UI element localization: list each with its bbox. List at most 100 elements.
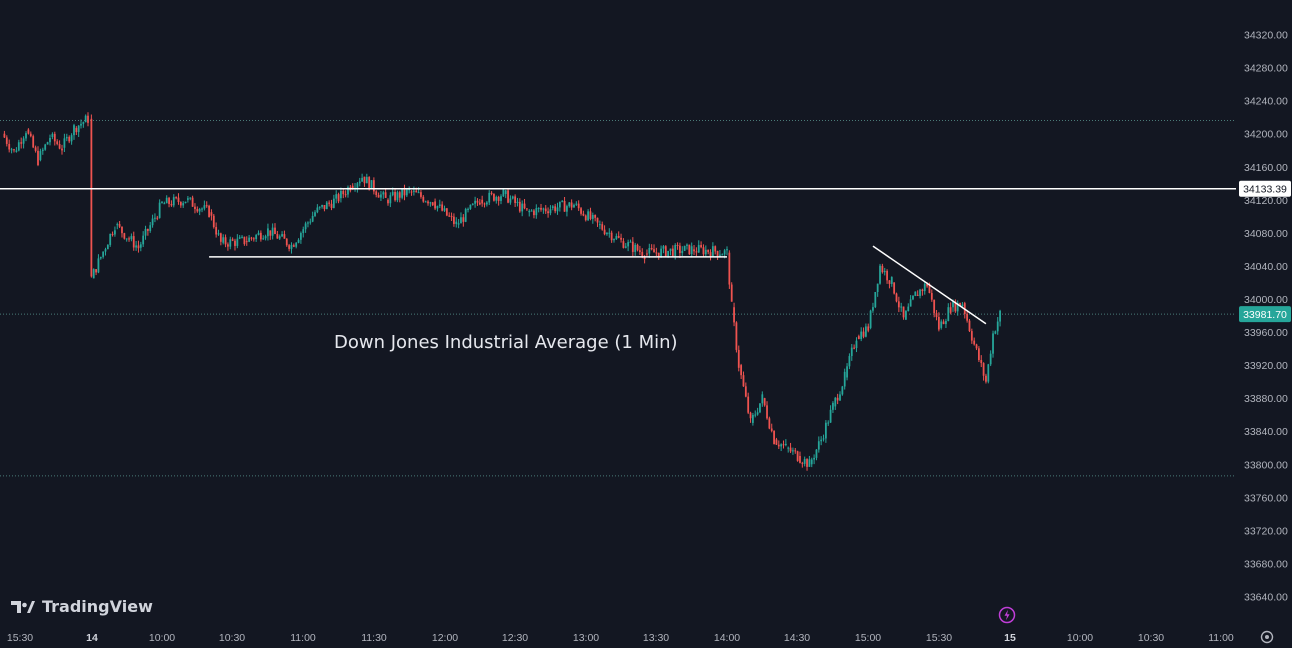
tradingview-brand[interactable]: TradingView (10, 597, 153, 616)
candle-body (827, 422, 830, 424)
candle-body (935, 313, 938, 317)
candle-body (895, 293, 898, 302)
candle-body (212, 215, 215, 228)
candle-body (836, 397, 839, 401)
candle-body (142, 235, 145, 245)
candle-body (544, 208, 547, 212)
candle-body (773, 430, 775, 444)
candle-body (316, 207, 319, 213)
candle-body (161, 201, 163, 203)
candle-body (332, 198, 335, 208)
candle-body (356, 183, 359, 188)
x-tick-label: 15 (1004, 632, 1016, 644)
candle-body (121, 226, 123, 234)
candle-body (502, 189, 505, 197)
candle-body (570, 202, 573, 208)
settings-gear-icon[interactable] (1260, 630, 1274, 644)
candle-body (125, 238, 128, 240)
candle-body (653, 249, 655, 253)
candle-body (537, 207, 540, 209)
candle-body (299, 233, 302, 240)
candle-body (20, 142, 23, 144)
candle-body (365, 177, 368, 184)
candle-body (394, 191, 396, 201)
candle-body (542, 208, 545, 210)
candle-body (361, 177, 364, 182)
candle-body (751, 414, 754, 423)
candle-body (883, 270, 886, 273)
candle-body (22, 138, 25, 144)
lightning-icon[interactable] (998, 606, 1016, 624)
candle-body (808, 459, 811, 467)
y-tick-label: 33920.00 (1244, 360, 1288, 372)
x-tick-label: 13:30 (643, 632, 669, 644)
candle-body (775, 439, 778, 445)
tradingview-logo-icon (11, 600, 35, 613)
candle-body (662, 246, 665, 249)
candle-body (149, 225, 152, 231)
candle-body (368, 177, 371, 190)
candle-body (175, 197, 178, 199)
candle-body (514, 196, 517, 203)
candle-body (646, 253, 648, 255)
candle-body (947, 307, 950, 321)
candle-body (683, 245, 686, 251)
candle-body (704, 249, 707, 255)
candle-body (3, 133, 6, 138)
candle-body (956, 302, 959, 312)
candle-body (695, 251, 698, 253)
candle-body (75, 127, 78, 133)
candle-body (992, 333, 994, 354)
candle-body (63, 138, 66, 148)
candle-body (90, 118, 93, 277)
candle-body (780, 444, 783, 447)
candle-body (382, 192, 385, 195)
candle-body (92, 269, 95, 279)
candle-body (923, 283, 926, 292)
candle-body (87, 115, 89, 123)
candle-body (610, 232, 613, 241)
candle-body (629, 241, 632, 243)
candle-body (756, 412, 759, 415)
candle-body (372, 180, 375, 192)
candle-body (613, 239, 615, 241)
candle-body (434, 201, 436, 209)
candle-body (554, 206, 557, 212)
candle-body (876, 283, 879, 293)
candle-body (994, 331, 997, 334)
candle-body (817, 441, 820, 450)
brand-name: TradingView (42, 597, 153, 616)
candle-body (318, 206, 321, 208)
candle-body (403, 188, 406, 196)
candle-body (952, 301, 954, 308)
candle-body (799, 455, 801, 463)
candle-body (231, 239, 234, 241)
candle-body (194, 206, 196, 210)
x-tick-label: 11:00 (290, 632, 316, 644)
candle-body (674, 245, 677, 256)
candle-body (787, 447, 790, 449)
candle-body (719, 254, 721, 256)
candle-body (77, 125, 80, 133)
candle-body (853, 347, 856, 349)
candle-body (850, 347, 853, 357)
candle-body (224, 237, 227, 245)
candle-body (907, 306, 910, 312)
candle-body (347, 187, 349, 195)
candle-body (41, 149, 44, 152)
candle-body (598, 224, 601, 226)
candle-body (358, 181, 361, 184)
candle-body (584, 215, 587, 221)
candle-body (252, 238, 255, 240)
candle-body (497, 196, 500, 201)
candle-body (337, 194, 340, 202)
candle-body (794, 450, 797, 452)
candle-body (933, 299, 936, 314)
candle-body (445, 208, 448, 216)
candle-body (872, 307, 874, 311)
candle-body (855, 340, 858, 349)
candle-body (634, 244, 637, 252)
candle-body (996, 321, 999, 332)
candle-body (53, 133, 56, 142)
